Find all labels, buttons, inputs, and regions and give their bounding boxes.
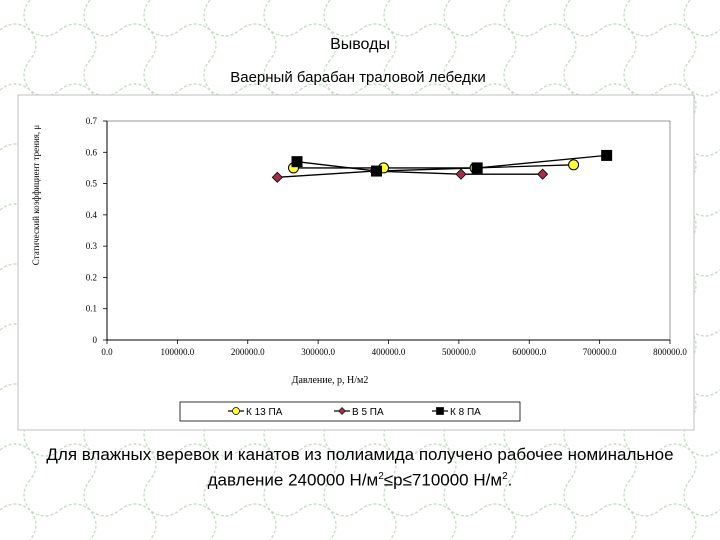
caption-sup-2: 2 [502, 471, 508, 482]
y-tick-label: 0.6 [86, 147, 98, 157]
legend-label-k13: К 13 ПА [246, 407, 283, 418]
x-tick-label: 800000.0 [653, 347, 687, 357]
y-tick-label: 0.2 [86, 272, 97, 282]
caption-part-a: давление 240000 Н/м [207, 470, 379, 490]
y-tick-label: 0.5 [86, 179, 98, 189]
series-line-b5 [277, 170, 543, 178]
point-b5 [271, 171, 283, 183]
point-b5 [537, 168, 549, 180]
chart-title: Ваерный барабан траловой лебедки [230, 69, 486, 86]
plot-area [106, 120, 671, 341]
x-tick-label: 400000.0 [372, 347, 406, 357]
x-tick-label: 700000.0 [583, 347, 617, 357]
legend-marker-b5 [338, 407, 346, 415]
y-tick-label: 0.3 [86, 241, 98, 251]
caption-part-e: . [507, 470, 513, 490]
legend-label-k8: К 8 ПА [450, 407, 481, 418]
point-k8 [601, 149, 613, 161]
series-line-k8 [296, 154, 607, 172]
point-k8 [371, 165, 383, 177]
legend-marker-k8 [436, 407, 444, 415]
legend-marker-k13 [232, 407, 240, 415]
x-tick-label: 200000.0 [231, 347, 265, 357]
series-line-k13 [293, 164, 574, 169]
caption-sup-1: 2 [378, 471, 384, 482]
point-k8 [291, 156, 303, 168]
caption-line-1: Для влажных веревок и канатов из полиами… [46, 445, 674, 464]
y-axis-title: Статический коэффициент трения, μ [31, 125, 41, 266]
x-axis-title: Давление, p, Н/м2 [292, 375, 369, 386]
caption-part-c: ≤p≤710000 Н/м [383, 470, 503, 490]
x-tick-label: 300000.0 [301, 347, 335, 357]
x-tick-label: 500000.0 [442, 347, 476, 357]
x-tick-label: 0.0 [101, 347, 113, 357]
y-tick-label: 0.7 [86, 116, 98, 126]
point-b5 [455, 168, 467, 180]
legend-label-b5: В 5 ПА [352, 407, 384, 418]
x-tick-label: 100000.0 [161, 347, 195, 357]
y-tick-label: 0.4 [86, 210, 98, 220]
x-tick-label: 600000.0 [512, 347, 546, 357]
y-tick-label: 0 [93, 335, 98, 345]
chart: Ваерный барабан траловой лебедки Статиче… [17, 69, 695, 431]
slide-title: Выводы [330, 36, 390, 53]
point-k8 [471, 162, 483, 174]
y-tick-label: 0.1 [86, 304, 97, 314]
caption-line-2: давление 240000 Н/м2≤p≤710000 Н/м2. [18, 466, 702, 492]
point-k13 [568, 159, 580, 171]
caption: Для влажных веревок и канатов из полиами… [18, 444, 702, 492]
